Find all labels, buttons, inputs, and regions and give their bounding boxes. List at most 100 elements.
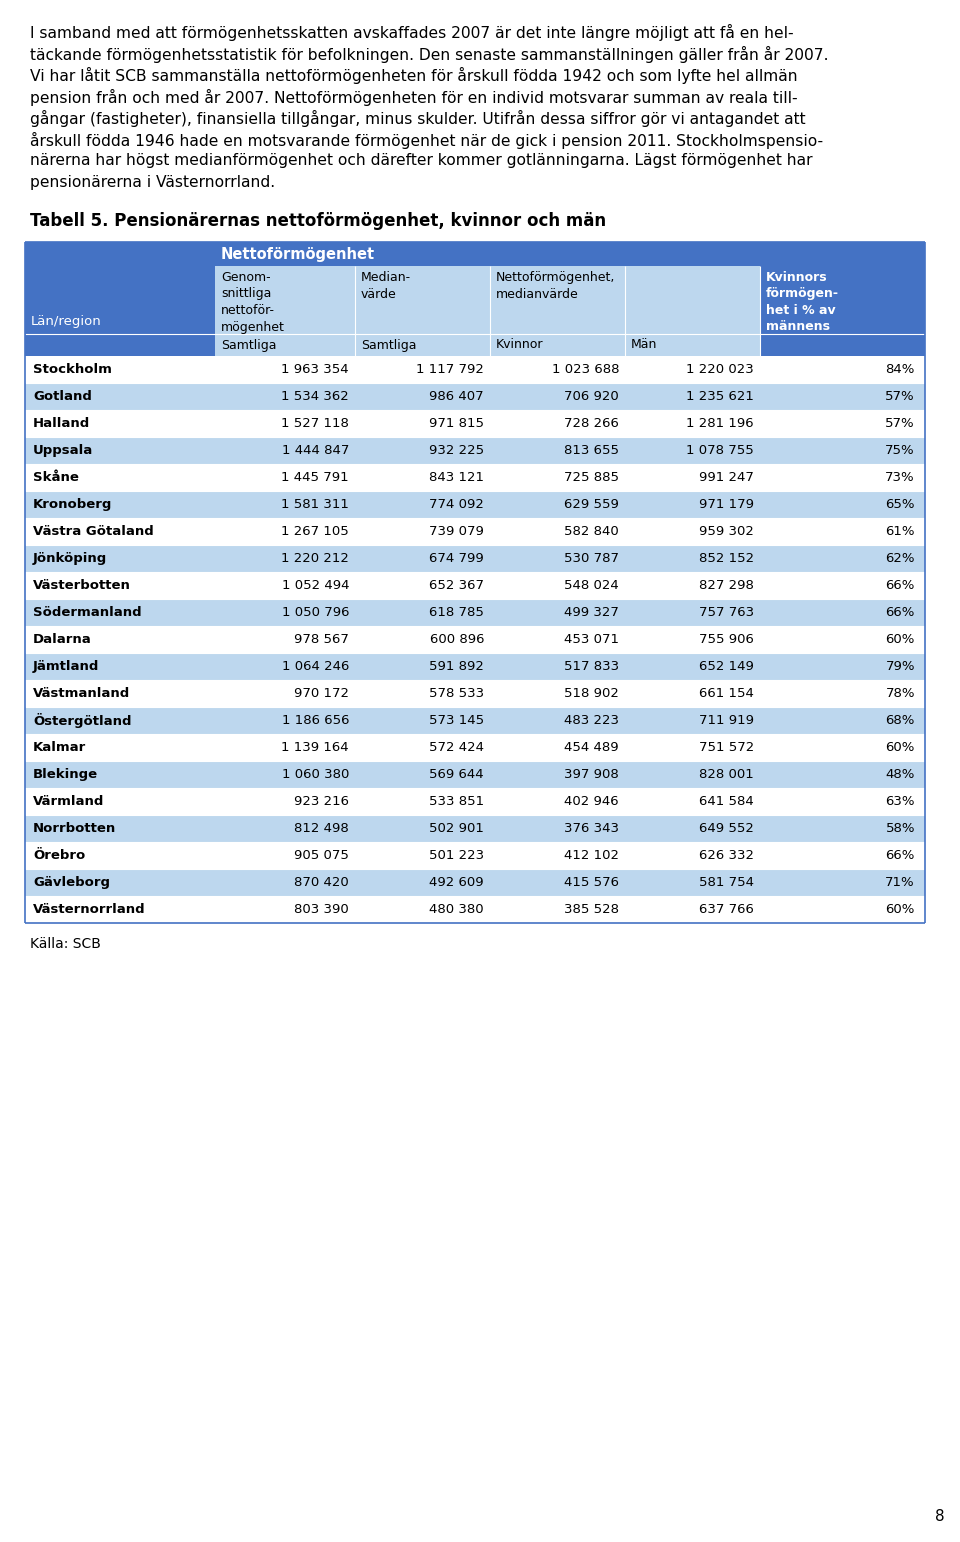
Bar: [490, 267, 625, 335]
Text: täckande förmögenhetsstatistik för befolkningen. Den senaste sammanställningen g: täckande förmögenhetsstatistik för befol…: [30, 46, 828, 63]
Text: 573 145: 573 145: [429, 714, 484, 726]
Bar: [25, 518, 925, 544]
Text: Kvinnors
förmögen-
het i % av
männens: Kvinnors förmögen- het i % av männens: [766, 271, 839, 333]
Text: 652 149: 652 149: [699, 660, 754, 672]
Text: 649 552: 649 552: [699, 822, 754, 836]
Text: 1 527 118: 1 527 118: [281, 416, 349, 430]
Text: 73%: 73%: [885, 470, 915, 484]
Text: 1 023 688: 1 023 688: [551, 362, 619, 376]
Text: 803 390: 803 390: [295, 904, 349, 916]
Text: 582 840: 582 840: [564, 524, 619, 538]
Text: 1 186 656: 1 186 656: [281, 714, 349, 726]
Text: 518 902: 518 902: [564, 688, 619, 700]
Text: 79%: 79%: [885, 660, 915, 672]
Text: 501 223: 501 223: [429, 850, 484, 862]
Bar: [25, 734, 925, 762]
Bar: [25, 706, 925, 734]
Text: 581 754: 581 754: [699, 876, 754, 890]
Text: 728 266: 728 266: [564, 416, 619, 430]
Text: 739 079: 739 079: [429, 524, 484, 538]
Text: 618 785: 618 785: [429, 606, 484, 618]
Text: 674 799: 674 799: [429, 552, 484, 564]
Text: pensionärerna i Västernorrland.: pensionärerna i Västernorrland.: [30, 174, 276, 190]
Text: 711 919: 711 919: [699, 714, 754, 726]
Text: I samband med att förmögenhetsskatten avskaffades 2007 är det inte längre möjlig: I samband med att förmögenhetsskatten av…: [30, 25, 794, 42]
Text: 706 920: 706 920: [564, 390, 619, 402]
Text: 480 380: 480 380: [429, 904, 484, 916]
Text: 813 655: 813 655: [564, 444, 619, 456]
Text: 68%: 68%: [886, 714, 915, 726]
Text: 1 267 105: 1 267 105: [281, 524, 349, 538]
Text: 661 154: 661 154: [699, 688, 754, 700]
Bar: [25, 572, 925, 598]
Text: 71%: 71%: [885, 876, 915, 890]
Text: Jönköping: Jönköping: [33, 552, 108, 564]
Bar: [25, 762, 925, 788]
Text: 1 444 847: 1 444 847: [281, 444, 349, 456]
Text: 62%: 62%: [885, 552, 915, 564]
Text: Län/region: Län/region: [31, 315, 102, 328]
Text: 412 102: 412 102: [564, 850, 619, 862]
Text: 629 559: 629 559: [564, 498, 619, 510]
Text: 48%: 48%: [886, 768, 915, 780]
Text: 66%: 66%: [886, 606, 915, 618]
Text: gångar (fastigheter), finansiella tillgångar, minus skulder. Utifrån dessa siffr: gångar (fastigheter), finansiella tillgå…: [30, 109, 805, 126]
Text: 1 060 380: 1 060 380: [281, 768, 349, 780]
Text: Kalmar: Kalmar: [33, 742, 86, 754]
Text: 415 576: 415 576: [564, 876, 619, 890]
Text: Skåne: Skåne: [33, 470, 79, 484]
Text: 1 445 791: 1 445 791: [281, 470, 349, 484]
Bar: [25, 842, 925, 870]
Bar: [355, 335, 490, 356]
Text: 1 139 164: 1 139 164: [281, 742, 349, 754]
Text: 774 092: 774 092: [429, 498, 484, 510]
Bar: [25, 816, 925, 842]
Text: 78%: 78%: [885, 688, 915, 700]
Text: Västernorrland: Västernorrland: [33, 904, 146, 916]
Text: Örebro: Örebro: [33, 850, 85, 862]
Bar: [355, 267, 490, 335]
Text: Norrbotten: Norrbotten: [33, 822, 116, 836]
Text: 502 901: 502 901: [429, 822, 484, 836]
Text: 84%: 84%: [886, 362, 915, 376]
Text: 492 609: 492 609: [429, 876, 484, 890]
Text: Genom-
snittliga
nettoför-
mögenhet: Genom- snittliga nettoför- mögenhet: [221, 271, 285, 333]
Text: 57%: 57%: [885, 416, 915, 430]
Text: 812 498: 812 498: [295, 822, 349, 836]
Text: 397 908: 397 908: [564, 768, 619, 780]
Text: 725 885: 725 885: [564, 470, 619, 484]
Text: 75%: 75%: [885, 444, 915, 456]
Text: Samtliga: Samtliga: [361, 339, 417, 352]
Bar: [215, 267, 355, 335]
Text: 1 963 354: 1 963 354: [281, 362, 349, 376]
Text: 60%: 60%: [886, 742, 915, 754]
Text: 66%: 66%: [886, 578, 915, 592]
Text: 626 332: 626 332: [699, 850, 754, 862]
Bar: [760, 267, 925, 335]
Text: 932 225: 932 225: [429, 444, 484, 456]
Text: Västerbotten: Västerbotten: [33, 578, 131, 592]
Text: 843 121: 843 121: [429, 470, 484, 484]
Text: 61%: 61%: [885, 524, 915, 538]
Text: Källa: SCB: Källa: SCB: [30, 938, 101, 951]
Text: Män: Män: [631, 339, 658, 352]
Text: 971 815: 971 815: [429, 416, 484, 430]
Text: Tabell 5. Pensionärernas nettoförmögenhet, kvinnor och män: Tabell 5. Pensionärernas nettoförmögenhe…: [30, 211, 606, 230]
Bar: [25, 464, 925, 490]
Text: 1 534 362: 1 534 362: [281, 390, 349, 402]
Bar: [25, 788, 925, 816]
Text: årskull födda 1946 hade en motsvarande förmögenhet när de gick i pension 2011. S: årskull födda 1946 hade en motsvarande f…: [30, 131, 823, 148]
Text: Södermanland: Södermanland: [33, 606, 142, 618]
Text: 517 833: 517 833: [564, 660, 619, 672]
Text: 1 117 792: 1 117 792: [416, 362, 484, 376]
Bar: [25, 598, 925, 626]
Text: 1 050 796: 1 050 796: [281, 606, 349, 618]
Text: Västmanland: Västmanland: [33, 688, 131, 700]
Text: 641 584: 641 584: [699, 796, 754, 808]
Bar: [25, 242, 925, 267]
Text: 1 052 494: 1 052 494: [281, 578, 349, 592]
Bar: [215, 335, 355, 356]
Text: 533 851: 533 851: [429, 796, 484, 808]
Text: 499 327: 499 327: [564, 606, 619, 618]
Text: 755 906: 755 906: [699, 634, 754, 646]
